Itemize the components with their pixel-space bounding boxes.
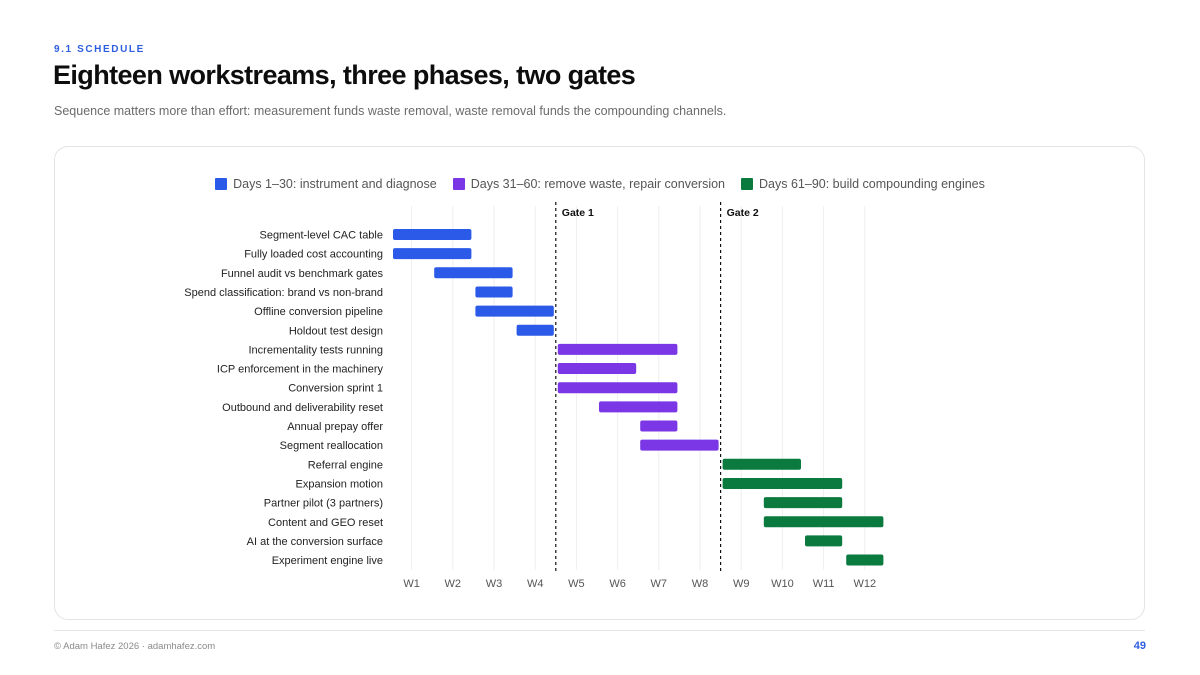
task-bar: [763, 497, 843, 509]
task-label: Annual prepay offer: [287, 421, 383, 433]
task-label: Partner pilot (3 partners): [264, 498, 383, 510]
chart-legend: Days 1–30: instrument and diagnose Days …: [0, 176, 1200, 192]
task-bar: [722, 477, 843, 489]
x-tick-label: W11: [813, 578, 835, 590]
legend-swatch-phase-3: [741, 178, 754, 190]
task-bar: [846, 554, 884, 566]
task-bar: [805, 535, 843, 547]
task-bar: [393, 248, 472, 260]
task-bar: [475, 305, 554, 317]
legend-label-phase-3: Days 61–90: build compounding engines: [759, 177, 985, 191]
section-eyebrow: 9.1 SCHEDULE: [54, 44, 145, 55]
x-tick-label: W9: [733, 578, 750, 590]
x-tick-label: W12: [853, 578, 876, 590]
task-bar: [763, 516, 884, 528]
task-bar: [722, 458, 801, 470]
task-label: ICP enforcement in the machinery: [217, 364, 384, 376]
page-number: 49: [1133, 640, 1146, 652]
gate-label: Gate 2: [727, 207, 759, 219]
legend-item-phase-3: Days 61–90: build compounding engines: [741, 176, 985, 192]
x-tick-label: W4: [527, 578, 544, 590]
x-tick-label: W8: [692, 578, 709, 590]
x-tick-label: W10: [771, 578, 794, 590]
task-label: Fully loaded cost accounting: [244, 249, 383, 261]
x-tick-label: W5: [568, 578, 585, 590]
footer-divider: [54, 630, 1145, 631]
gate-label: Gate 1: [562, 207, 594, 219]
x-tick-label: W1: [403, 578, 420, 590]
task-bar: [557, 363, 637, 375]
legend-swatch-phase-1: [215, 178, 228, 190]
task-bar: [475, 286, 513, 298]
task-label: Segment reallocation: [280, 440, 383, 452]
task-label: Outbound and deliverability reset: [222, 402, 383, 414]
page-subtitle: Sequence matters more than effort: measu…: [54, 104, 727, 118]
page-title: Eighteen workstreams, three phases, two …: [53, 60, 636, 90]
task-label: Expansion motion: [296, 478, 383, 490]
legend-label-phase-1: Days 1–30: instrument and diagnose: [233, 177, 437, 191]
legend-swatch-phase-2: [452, 178, 465, 190]
task-bar: [640, 420, 678, 432]
task-bar: [434, 267, 513, 279]
legend-item-phase-2: Days 31–60: remove waste, repair convers…: [452, 176, 726, 192]
x-tick-label: W7: [651, 578, 668, 590]
task-label: Funnel audit vs benchmark gates: [221, 268, 384, 280]
task-label: Referral engine: [308, 459, 383, 471]
task-label: Offline conversion pipeline: [254, 306, 383, 318]
task-label: AI at the conversion surface: [247, 536, 383, 548]
task-bar: [393, 229, 472, 240]
task-label: Content and GEO reset: [268, 517, 383, 529]
task-label: Incrementality tests running: [248, 344, 383, 356]
x-tick-label: W2: [445, 578, 462, 590]
task-bar: [557, 343, 678, 355]
legend-label-phase-2: Days 31–60: remove waste, repair convers…: [470, 177, 726, 191]
legend-item-phase-1: Days 1–30: instrument and diagnose: [215, 176, 437, 192]
task-label: Experiment engine live: [272, 555, 383, 567]
x-tick-label: W6: [609, 578, 626, 590]
task-label: Conversion sprint 1: [288, 383, 383, 395]
task-bar: [516, 324, 554, 336]
x-tick-label: W3: [486, 578, 503, 590]
footer-credit: © Adam Hafez 2026 · adamhafez.com: [54, 641, 216, 652]
task-label: Segment-level CAC table: [259, 230, 383, 242]
task-bar: [557, 382, 678, 394]
task-bar: [640, 439, 719, 451]
task-bar: [599, 401, 678, 413]
task-label: Holdout test design: [289, 325, 383, 337]
task-label: Spend classification: brand vs non-brand: [184, 287, 383, 299]
